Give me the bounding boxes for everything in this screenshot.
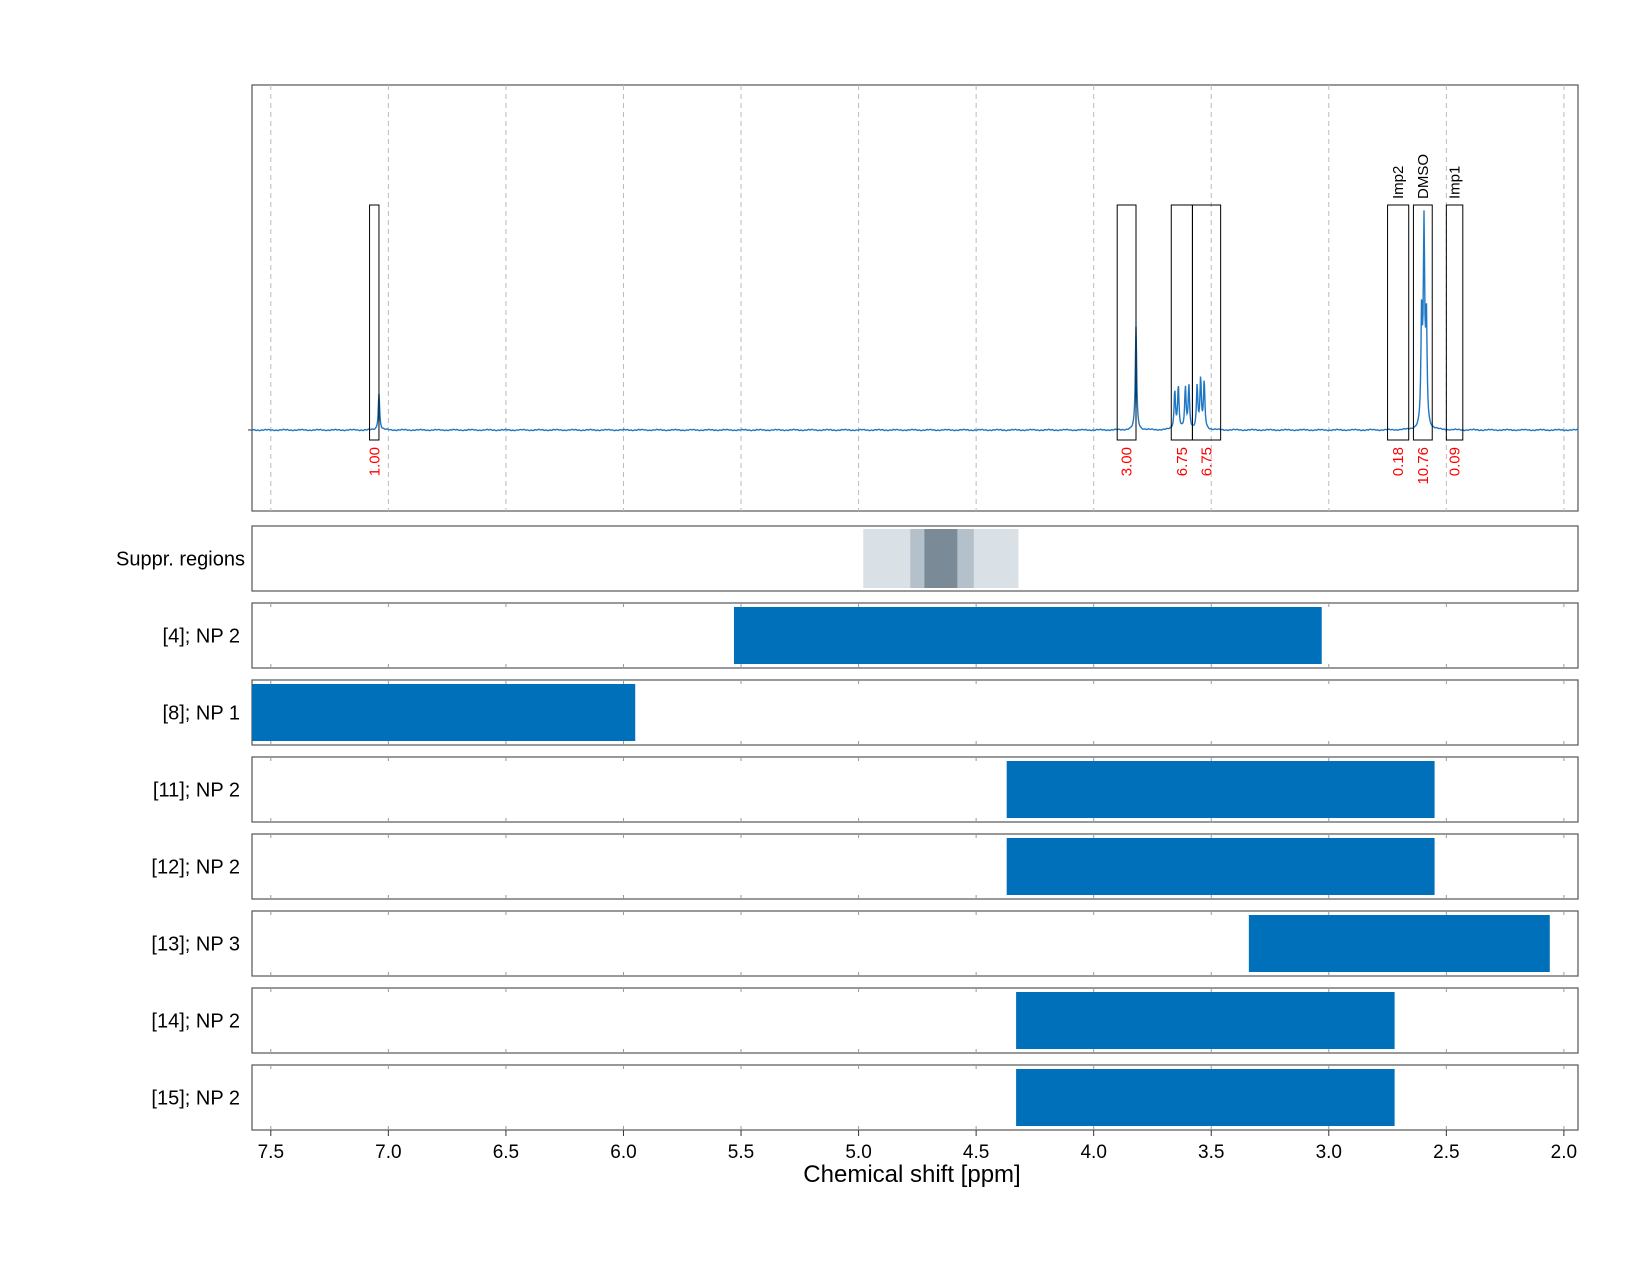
range-row-label: [8]; NP 1 — [163, 703, 240, 725]
region-name-label: Imp2 — [1390, 166, 1407, 199]
x-tick-label: 4.0 — [1080, 1142, 1106, 1163]
range-bar — [1248, 915, 1550, 972]
x-tick-label: 2.5 — [1433, 1142, 1459, 1163]
integration-box — [1412, 204, 1433, 441]
range-row-label: [11]; NP 2 — [153, 780, 240, 802]
x-tick-label: 3.5 — [1198, 1142, 1224, 1163]
range-row-label: [4]; NP 2 — [163, 626, 240, 648]
range-row-label: [12]; NP 2 — [151, 857, 240, 879]
x-tick-label: 3.0 — [1316, 1142, 1342, 1163]
integration-box — [1116, 204, 1137, 441]
range-bar — [1016, 1069, 1395, 1126]
range-bar — [252, 684, 636, 741]
range-bar — [1006, 761, 1435, 818]
suppr-band — [924, 529, 958, 588]
integral-value-label: 0.09 — [1447, 447, 1464, 476]
integration-box — [1445, 204, 1464, 441]
x-tick-label: 6.5 — [493, 1142, 519, 1163]
range-bar — [1006, 838, 1435, 895]
x-tick-label: 4.5 — [963, 1142, 989, 1163]
x-tick-label: 5.5 — [728, 1142, 754, 1163]
x-tick-label: 7.0 — [375, 1142, 401, 1163]
x-tick-label: 5.0 — [845, 1142, 871, 1163]
x-tick-label: 6.0 — [610, 1142, 636, 1163]
range-bar — [733, 607, 1322, 664]
region-name-label: Imp1 — [1447, 166, 1464, 199]
integral-value-label: 6.75 — [1199, 447, 1216, 476]
integration-box — [1191, 204, 1222, 441]
integration-box — [369, 204, 380, 441]
spectrum-panel-frame — [251, 84, 1579, 512]
integration-box — [1387, 204, 1410, 441]
range-row-label: [14]; NP 2 — [151, 1011, 240, 1033]
range-row-label: [13]; NP 3 — [151, 934, 240, 956]
integral-value-label: 10.76 — [1415, 447, 1432, 485]
spectrum-line — [251, 210, 1579, 432]
x-tick-label: 7.5 — [258, 1142, 284, 1163]
range-row-label: [15]; NP 2 — [151, 1088, 240, 1110]
integral-value-label: 3.00 — [1119, 447, 1136, 476]
region-name-label: DMSO — [1415, 154, 1432, 199]
integral-value-label: 1.00 — [366, 447, 383, 476]
range-bar — [1016, 992, 1395, 1049]
x-axis-title: Chemical shift [ppm] — [803, 1161, 1020, 1188]
integral-value-label: 0.18 — [1390, 447, 1407, 476]
suppr-regions-label: Suppr. regions — [116, 549, 245, 571]
integral-value-label: 6.75 — [1174, 447, 1191, 476]
x-tick-label: 2.0 — [1551, 1142, 1577, 1163]
